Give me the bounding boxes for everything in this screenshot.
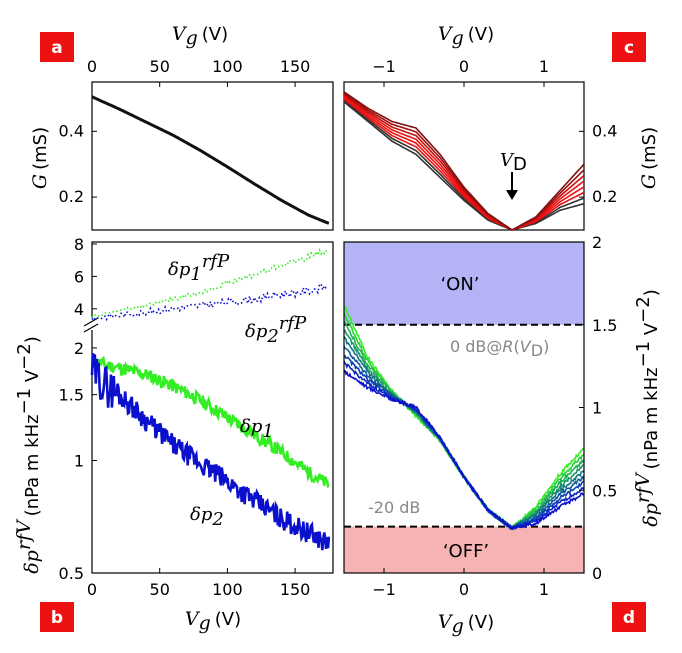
panel-c-series-line (343, 95, 585, 231)
label-off: ‘OFF’ (443, 541, 489, 562)
panel-a-y-ticks: 0.2 0.4 (59, 121, 97, 206)
x-tick-label: −1 (372, 580, 396, 599)
x-tick-label: 100 (212, 580, 243, 599)
panel-c-series-line (343, 92, 585, 231)
panel-c-y-label: G(mS) (638, 127, 660, 189)
x-tick-label: 150 (280, 57, 311, 76)
panel-d-series-line (343, 369, 584, 531)
vd-arrow-head (506, 190, 518, 200)
y-tick-label: 1 (592, 399, 602, 418)
label-vd: VD (500, 150, 527, 175)
panel-d-y-label: δprfV(nPa m kHz−1 V−2) (632, 289, 662, 527)
x-tick-label: 50 (150, 580, 170, 599)
badge-d-box (612, 602, 646, 632)
y-tick-label: 0.5 (59, 564, 84, 583)
x-tick-label: 1 (539, 57, 549, 76)
panel-c-series-line (343, 101, 585, 231)
panel-c-series-line (343, 96, 585, 231)
label-dp2: δp2 (190, 504, 224, 530)
label-dp1-rfp: δp1rfP (168, 251, 230, 285)
panel-c-series-lines (343, 91, 585, 231)
panel-a-x-label: Vg (V) (172, 23, 228, 49)
panel-a-frame (91, 81, 334, 231)
panel-d-x-ticks: −1 0 1 (372, 568, 549, 599)
x-tick-label: 0 (459, 57, 469, 76)
y-tick-label: 2 (74, 339, 84, 358)
badge-c-box (612, 32, 646, 62)
panel-c-series-line (343, 91, 585, 231)
panel-b-frame (91, 241, 334, 574)
y-tick-label: 2 (592, 233, 602, 252)
panel-c-x-label: Vg (V) (438, 23, 494, 49)
panel-c-x-ticks: −1 0 1 (372, 57, 549, 87)
on-band (344, 242, 584, 325)
label-minus20db: -20 dB (368, 498, 420, 517)
y-tick-label: 1 (74, 451, 84, 470)
y-tick-label: 0.2 (59, 187, 84, 206)
panel-a: 0 50 100 150 0.2 0.4 Vg (V) G(mS) (29, 23, 334, 231)
badge-a: a (51, 38, 62, 58)
badge-b: b (51, 608, 63, 628)
y-tick-label: 1.5 (59, 386, 84, 405)
panel-b-y-label: δprfV(nPa m kHz−1 V−2) (13, 336, 43, 574)
y-tick-label: 0.5 (592, 481, 617, 500)
off-band (344, 526, 584, 573)
panel-c-series-line (343, 98, 585, 231)
panel-c-series-line (343, 94, 585, 231)
x-tick-label: 0 (87, 580, 97, 599)
y-tick-label: 4 (74, 300, 84, 319)
panel-c: −1 0 1 0.2 0.4 VD Vg (V) G(mS) (343, 23, 660, 231)
panel-c-series-line (343, 99, 585, 231)
x-tick-label: −1 (372, 57, 396, 76)
panel-a-series-line (91, 95, 330, 225)
y-tick-label: 6 (74, 267, 84, 286)
panel-c-y-ticks: 0.2 0.4 (579, 121, 617, 206)
panel-b-dp1rfp-points (91, 247, 329, 319)
badge-c: c (624, 38, 634, 58)
x-tick-label: 50 (150, 57, 170, 76)
x-tick-label: 100 (212, 57, 243, 76)
y-tick-label: 0 (592, 564, 602, 583)
label-dp2-rfp: δp2rfP (245, 313, 307, 347)
label-dp1: δp1 (240, 416, 274, 442)
panel-d-y-ticks: 0 0.5 1 1.5 2 (579, 233, 617, 583)
panel-d-x-label: Vg (V) (438, 611, 494, 637)
panel-b-x-label: Vg (V) (185, 608, 241, 634)
panel-b-dp2-line (90, 353, 331, 551)
panel-a-x-ticks: 0 50 100 150 (87, 57, 310, 87)
badge-d: d (623, 608, 635, 628)
x-tick-label: 0 (459, 580, 469, 599)
badge-b-box (40, 602, 74, 632)
panel-b-x-ticks: 0 50 100 150 (87, 568, 310, 599)
x-tick-label: 150 (280, 580, 311, 599)
label-0db: 0 dB@R(VD) (450, 337, 549, 360)
x-tick-label: 0 (87, 57, 97, 76)
panel-d: −1 0 1 0 0.5 1 1.5 2 ‘ON’ ‘OFF’ 0 dB@R(VD) -20… (343, 233, 662, 637)
y-tick-label: 1.5 (592, 316, 617, 335)
panel-b-dp1-line (90, 355, 330, 488)
badge-a-box (40, 32, 74, 62)
panel-a-y-label: G(mS) (29, 127, 51, 189)
y-tick-label: 0.2 (592, 187, 617, 206)
panel-b-axis-break (82, 318, 100, 330)
panel-b-axis-break-mark-2 (83, 323, 99, 333)
panel-b-y-ticks: 0.5 1 1.5 2 4 6 8 (59, 235, 97, 583)
label-on: ‘ON’ (440, 274, 479, 295)
panel-b: 0 50 100 150 0.5 1 1.5 2 4 6 8 Vg (V) δprfV(nPa m … (13, 235, 334, 634)
panel-b-axis-break-mark-1 (83, 317, 99, 327)
x-tick-label: 1 (539, 580, 549, 599)
y-tick-label: 8 (74, 235, 84, 254)
panel-d-series-lines (343, 305, 585, 531)
y-tick-label: 0.4 (59, 121, 84, 140)
y-tick-label: 0.4 (592, 121, 617, 140)
